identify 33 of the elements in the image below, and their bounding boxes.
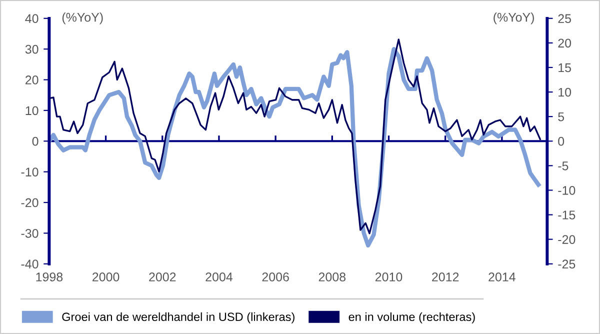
y2-tick-label: 20	[558, 38, 572, 48]
x-tick-label: 2012	[432, 272, 459, 282]
y-tick-label: -20	[21, 198, 38, 208]
y2-axis-title: (%YoY)	[494, 12, 534, 24]
y2-tick-label: -10	[558, 186, 576, 195]
y2-tick-label: -25	[558, 260, 576, 269]
y2-tick-label: 15	[558, 63, 571, 72]
y-tick-label: 40	[25, 14, 38, 24]
y2-tick-label: -20	[558, 235, 576, 244]
x-tick-label: 2006	[262, 272, 289, 282]
y2-tick-label: 5	[558, 112, 564, 122]
x-tick-label: 2010	[375, 272, 402, 282]
y-tick-label: -40	[21, 260, 38, 269]
y-tick-label: 30	[25, 44, 38, 54]
x-tick-label: 2014	[488, 272, 516, 282]
y-tick-label: -30	[21, 228, 38, 238]
y2-tick-label: -15	[558, 210, 576, 220]
y2-tick-label: 25	[558, 14, 571, 24]
legend-label: en in volume (rechteras)	[348, 312, 475, 324]
y2-tick-label: 10	[558, 88, 572, 97]
y-tick-label: 10	[26, 106, 38, 116]
x-tick-label: 2004	[206, 272, 233, 282]
y-tick-label: 20	[26, 76, 38, 84]
y2-tick-label: 0	[558, 136, 564, 146]
y-tick-label: 0	[32, 136, 38, 146]
x-tick-label: 2000	[92, 272, 120, 282]
y2-tick-label: -5	[558, 162, 568, 170]
y-axis-title: (%YoY)	[62, 12, 103, 24]
x-tick-label: 2008	[318, 272, 346, 282]
legend-label: Groei van de wereldhandel in USD (linkeras)	[62, 312, 294, 324]
x-tick-label: 1998	[36, 272, 63, 282]
y-tick-label: -10	[21, 168, 38, 176]
x-tick-label: 2002	[149, 272, 176, 282]
